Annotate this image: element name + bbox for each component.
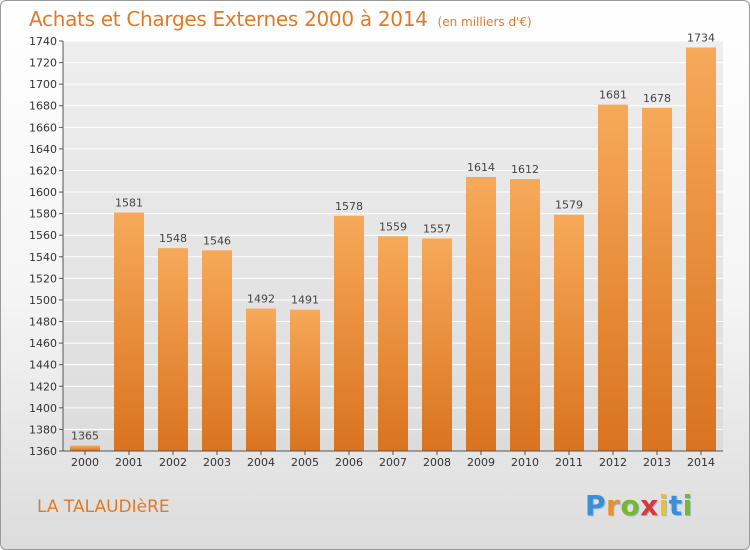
y-tick-label: 1500 bbox=[29, 294, 57, 307]
x-tick-label: 2009 bbox=[467, 456, 495, 469]
x-tick-label: 2000 bbox=[71, 456, 99, 469]
bar-2009 bbox=[466, 176, 496, 451]
x-tick-label: 2007 bbox=[379, 456, 407, 469]
data-label-2009: 1614 bbox=[467, 161, 495, 174]
bar-2013 bbox=[642, 107, 672, 451]
y-tick-label: 1660 bbox=[29, 121, 57, 134]
y-tick-label: 1440 bbox=[29, 359, 57, 372]
data-label-2001: 1581 bbox=[115, 197, 143, 210]
chart-title: Achats et Charges Externes 2000 à 2014 (e… bbox=[29, 7, 532, 31]
y-tick-label: 1480 bbox=[29, 316, 57, 329]
y-tick-label: 1400 bbox=[29, 402, 57, 415]
bar-2004 bbox=[246, 308, 276, 451]
proxiti-logo: Proxiti bbox=[585, 489, 693, 522]
bar-2003 bbox=[202, 250, 232, 451]
x-tick-label: 2012 bbox=[599, 456, 627, 469]
data-label-2011: 1579 bbox=[555, 199, 583, 212]
data-label-2012: 1681 bbox=[599, 89, 627, 102]
logo-letter: r bbox=[606, 489, 621, 522]
data-label-2002: 1548 bbox=[159, 232, 187, 245]
data-label-2013: 1678 bbox=[643, 92, 671, 105]
data-label-2005: 1491 bbox=[291, 294, 319, 307]
commune-name: LA TALAUDIèRE bbox=[37, 497, 170, 517]
data-label-2007: 1559 bbox=[379, 220, 407, 233]
x-tick-label: 2011 bbox=[555, 456, 583, 469]
logo-letter: i bbox=[658, 489, 669, 522]
bar-2010 bbox=[510, 179, 540, 451]
x-tick-label: 2006 bbox=[335, 456, 363, 469]
chart-unit: (en milliers d'€) bbox=[437, 15, 532, 29]
x-tick-label: 2003 bbox=[203, 456, 231, 469]
data-label-2008: 1557 bbox=[423, 222, 451, 235]
bar-2011 bbox=[554, 214, 584, 451]
logo-letter: o bbox=[620, 489, 641, 522]
bars bbox=[70, 47, 716, 451]
bar-2000 bbox=[70, 445, 100, 451]
bar-2002 bbox=[158, 248, 188, 451]
data-label-2010: 1612 bbox=[511, 163, 539, 176]
data-label-2014: 1734 bbox=[687, 31, 715, 44]
bar-2014 bbox=[686, 47, 716, 451]
y-tick-label: 1740 bbox=[29, 35, 57, 48]
x-tick-label: 2002 bbox=[159, 456, 187, 469]
x-tick-label: 2001 bbox=[115, 456, 143, 469]
x-tick-label: 2005 bbox=[291, 456, 319, 469]
data-label-2004: 1492 bbox=[247, 293, 275, 306]
data-labels: 1365 1581 1548 1546 1492 1491 1578 1559 1557 1614… bbox=[71, 31, 715, 442]
y-tick-label: 1700 bbox=[29, 78, 57, 91]
bar-2006 bbox=[334, 215, 364, 451]
x-tick-label: 2014 bbox=[687, 456, 715, 469]
x-axis: 2000 2001 2002 2003 2004 2005 2006 2007 2008 2009… bbox=[63, 450, 723, 469]
y-tick-label: 1620 bbox=[29, 164, 57, 177]
y-tick-label: 1720 bbox=[29, 57, 57, 70]
logo-letter: t bbox=[668, 489, 683, 522]
y-tick-label: 1560 bbox=[29, 229, 57, 242]
x-tick-label: 2004 bbox=[247, 456, 275, 469]
bar-2008 bbox=[422, 238, 452, 451]
data-label-2006: 1578 bbox=[335, 200, 363, 213]
y-tick-label: 1360 bbox=[29, 445, 57, 458]
y-tick-label: 1600 bbox=[29, 186, 57, 199]
y-tick-label: 1520 bbox=[29, 272, 57, 285]
bar-2012 bbox=[598, 104, 628, 451]
y-tick-label: 1640 bbox=[29, 143, 57, 156]
chart-title-text: Achats et Charges Externes 2000 à 2014 bbox=[29, 7, 428, 31]
bar-2005 bbox=[290, 309, 320, 451]
x-tick-label: 2013 bbox=[643, 456, 671, 469]
y-axis: 1360 1380 1400 1420 1440 1460 1480 1500 1520 1540… bbox=[29, 35, 64, 458]
x-tick-label: 2010 bbox=[511, 456, 539, 469]
y-tick-label: 1460 bbox=[29, 337, 57, 350]
data-label-2000: 1365 bbox=[71, 430, 99, 443]
y-tick-label: 1580 bbox=[29, 208, 57, 221]
y-tick-label: 1420 bbox=[29, 380, 57, 393]
data-label-2003: 1546 bbox=[203, 234, 231, 247]
y-tick-label: 1680 bbox=[29, 100, 57, 113]
bar-2007 bbox=[378, 236, 408, 451]
logo-letter: x bbox=[640, 489, 659, 522]
logo-letter: P bbox=[585, 489, 607, 522]
bar-2001 bbox=[114, 212, 144, 451]
y-tick-label: 1540 bbox=[29, 251, 57, 264]
logo-letter: i bbox=[682, 489, 693, 522]
y-tick-label: 1380 bbox=[29, 423, 57, 436]
x-tick-label: 2008 bbox=[423, 456, 451, 469]
